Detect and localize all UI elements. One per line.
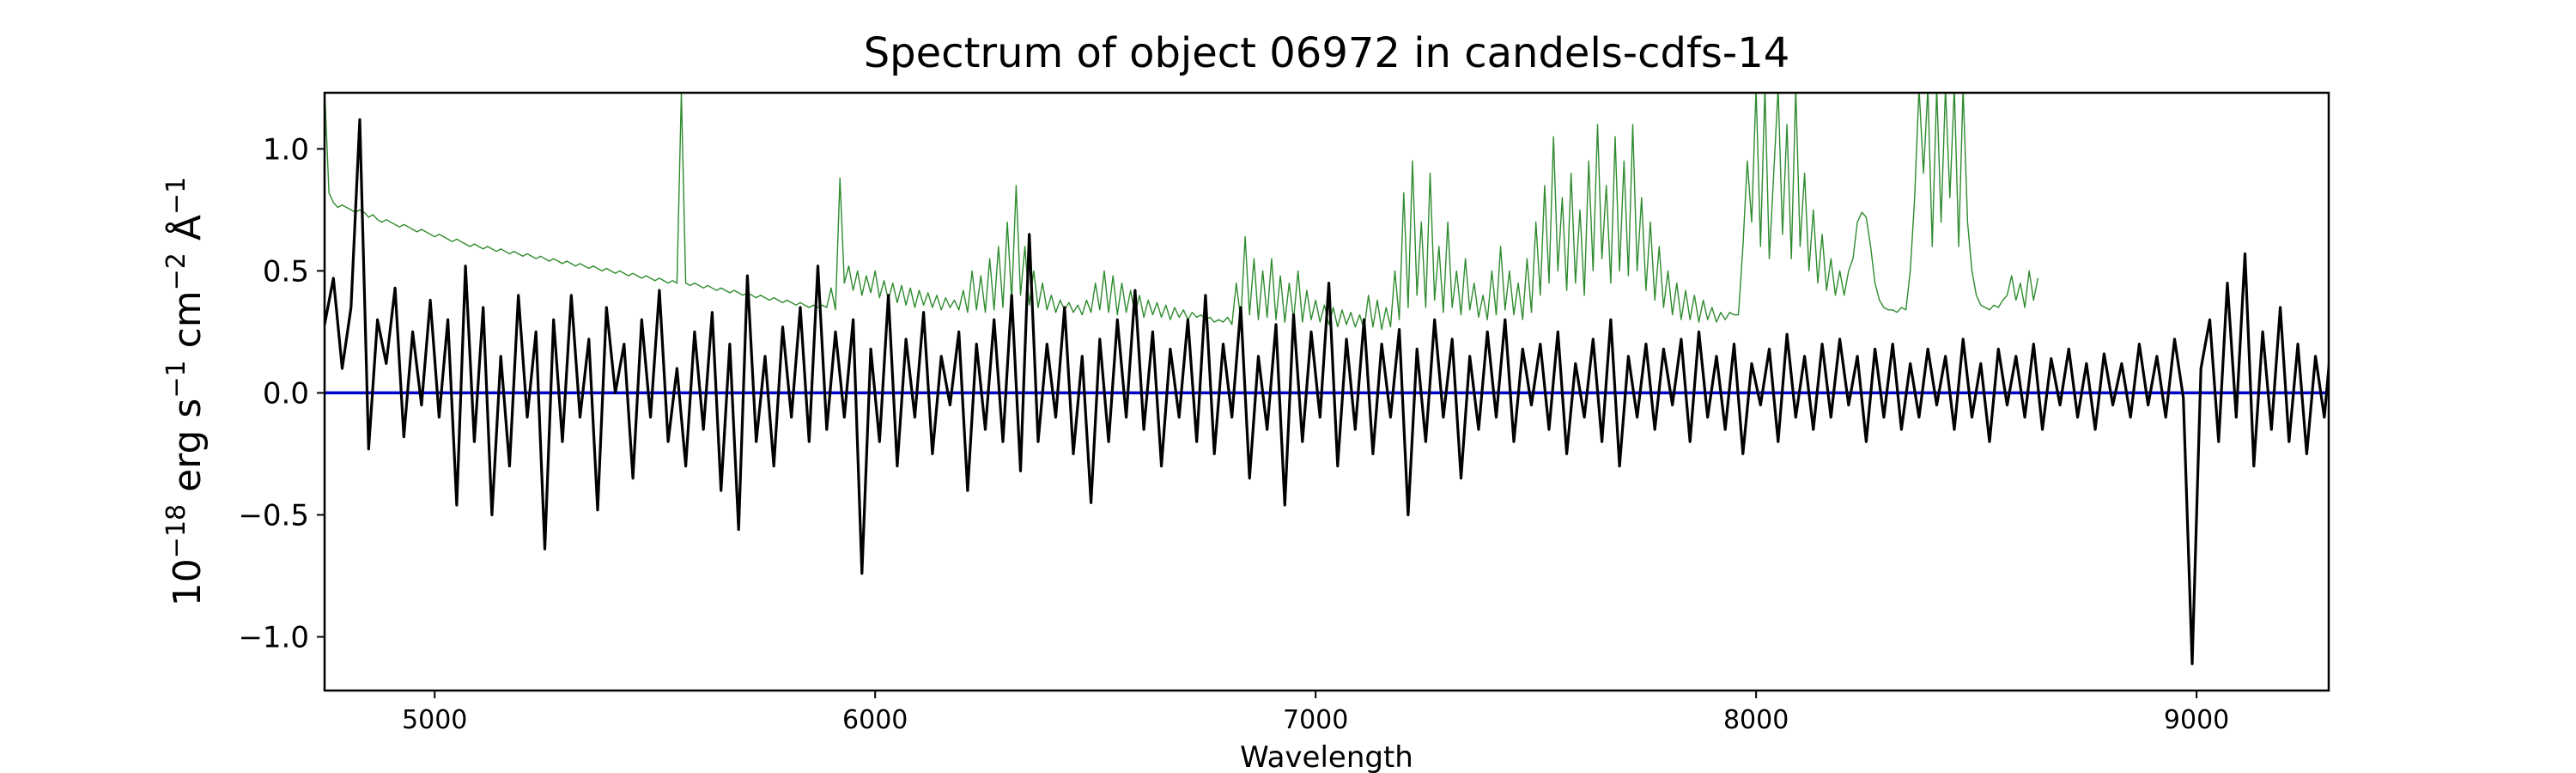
y-tick-label: 0.0 bbox=[263, 376, 309, 411]
chart-title: Spectrum of object 06972 in candels-cdfs… bbox=[864, 29, 1790, 77]
x-axis-label: Wavelength bbox=[1240, 740, 1413, 773]
plot-frame bbox=[323, 91, 2330, 692]
series-layer bbox=[325, 93, 2329, 666]
x-tick-label: 9000 bbox=[2164, 705, 2229, 735]
x-tick-label: 8000 bbox=[1723, 705, 1789, 735]
y-label-unit-erg: erg s bbox=[166, 399, 210, 504]
x-axis: 5000 6000 7000 8000 9000 bbox=[402, 691, 2229, 735]
x-tick-label: 7000 bbox=[1283, 705, 1348, 735]
y-label-unit-cm: cm bbox=[166, 290, 210, 360]
y-label-exponent: −1 bbox=[161, 360, 191, 398]
y-label-exponent: −2 bbox=[161, 253, 191, 290]
x-tick-label: 5000 bbox=[402, 705, 467, 735]
y-label-exponent: −18 bbox=[161, 504, 191, 558]
y-tick-label: −0.5 bbox=[238, 498, 309, 533]
model-series-line bbox=[325, 93, 2039, 331]
y-axis: −1.0 −0.5 0.0 0.5 1.0 bbox=[238, 132, 325, 655]
x-tick-label: 6000 bbox=[842, 705, 908, 735]
y-label-unit-angstrom: Å bbox=[164, 215, 210, 253]
flux-series-line bbox=[325, 118, 2329, 666]
y-label-base: 10 bbox=[166, 558, 210, 606]
y-axis-label: 10−18 erg s−1 cm−2 Å−1 bbox=[161, 177, 210, 606]
y-tick-label: 1.0 bbox=[263, 132, 309, 167]
y-tick-label: −1.0 bbox=[238, 621, 309, 655]
y-label-exponent: −1 bbox=[161, 177, 191, 215]
y-tick-label: 0.5 bbox=[263, 254, 309, 289]
